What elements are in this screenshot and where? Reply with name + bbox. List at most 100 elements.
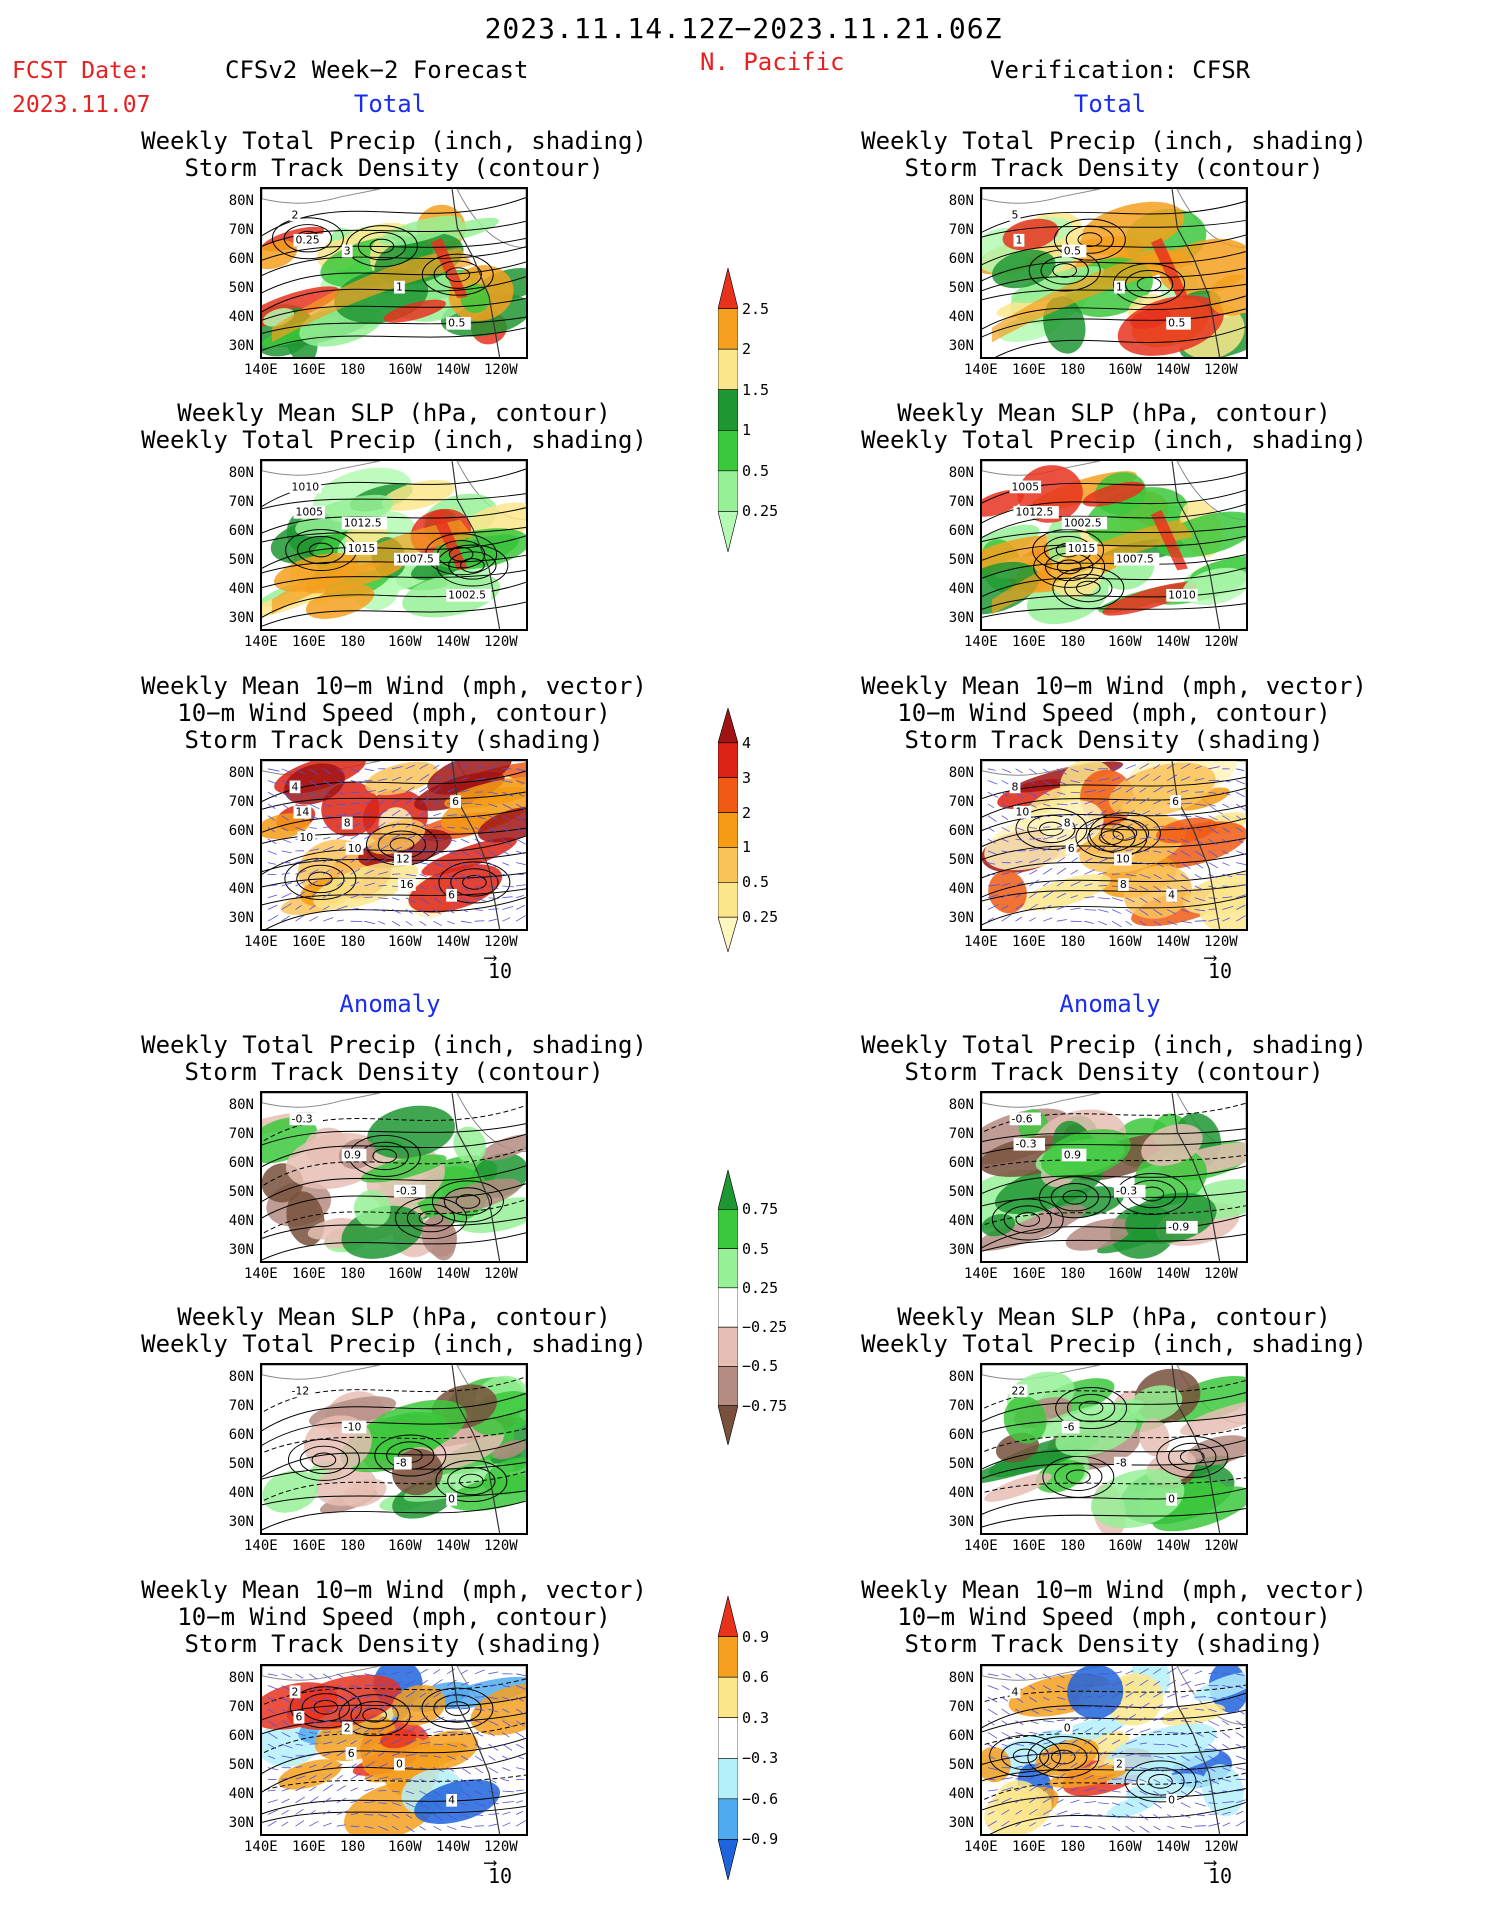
contour-label: 1012.5 — [344, 516, 382, 529]
contour-label: 0 — [1168, 1794, 1175, 1807]
panel-title-left-5-line-2: Weekly Total Precip (inch, shading) — [141, 1330, 647, 1358]
map-plot-right-total-2: 1005 1002.5 1007.5 1010 1012.5 1015 — [982, 461, 1246, 629]
colorbar-segment — [718, 1636, 738, 1678]
colorbar-segment — [718, 1326, 738, 1367]
vector-reference-arrow-icon: ⟶ — [1205, 947, 1216, 968]
colorbar-segment — [718, 881, 738, 918]
panel-title-left-6-line-1: Weekly Mean 10−m Wind (mph, vector) — [141, 1576, 647, 1604]
lat-tick-label: 70N — [228, 794, 254, 810]
panel-title-left-3-line-2: 10−m Wind Speed (mph, contour) — [177, 699, 611, 727]
lon-tick-label: 140E — [964, 634, 998, 650]
lon-tick-label: 160W — [1108, 362, 1142, 378]
panel-title-right-6-line-3: Storm Track Density (shading) — [904, 1630, 1324, 1658]
lat-tick-label: 80N — [228, 1369, 254, 1385]
contour-label: 8 — [1012, 780, 1019, 793]
lon-tick-label: 140E — [964, 934, 998, 950]
map-panel-left-anom-2: -12 -10 -8 0 — [260, 1363, 528, 1535]
contour-label: 0 — [396, 1758, 403, 1771]
lon-tick-label: 140W — [1156, 362, 1190, 378]
contour-label: 10 — [348, 842, 362, 855]
map-plot-left-total-1: 2 3 1 0.5 0.25 — [262, 189, 526, 357]
lat-tick-label: 50N — [228, 1184, 254, 1200]
colorbar-precip_total — [718, 268, 738, 552]
panel-title-left-3-line-1: Weekly Mean 10−m Wind (mph, vector) — [141, 672, 647, 700]
contour-label: 1012.5 — [1015, 506, 1053, 519]
colorbar-tick-label: 0.5 — [742, 873, 770, 892]
contour-label: -8 — [396, 1457, 407, 1470]
lon-tick-label: 180 — [1060, 1266, 1086, 1282]
colorbar-segment — [718, 1170, 738, 1210]
verification-column-title: Verification: CFSR — [990, 56, 1251, 84]
colorbar-segment — [718, 511, 738, 552]
colorbar-segment — [718, 742, 738, 779]
contour-label: -0.3 — [292, 1112, 313, 1125]
contour-label: -0.3 — [396, 1185, 417, 1198]
colorbar-tick-label: 1.5 — [742, 380, 770, 399]
contour-label: 0.5 — [1168, 317, 1185, 330]
contour-label: 2 — [292, 208, 299, 221]
contour-label: 1 — [1015, 234, 1022, 247]
fcst-date-value: 2023.11.07 — [12, 92, 151, 118]
forecast-column-title: CFSv2 Week−2 Forecast — [225, 56, 529, 84]
map-plot-right-anom-1: -0.6 0.9 -0.3 -0.9 -0.3 — [982, 1093, 1246, 1261]
lon-tick-label: 160E — [1012, 934, 1046, 950]
lat-tick-label: 60N — [228, 523, 254, 539]
contour-label: 6 — [452, 795, 459, 808]
lon-tick-label: 160W — [388, 934, 422, 950]
map-panel-right-total-1: 5 0.5 1 0.5 1 — [980, 187, 1248, 359]
panel-title-left-1-line-1: Weekly Total Precip (inch, shading) — [141, 127, 647, 155]
lon-tick-label: 120W — [1204, 1538, 1238, 1554]
lat-tick-label: 80N — [948, 765, 974, 781]
map-plot-right-total-3: 8 8 10 4 10 6 8 6 — [982, 761, 1246, 929]
lat-tick-label: 60N — [228, 823, 254, 839]
panel-title-right-2-line-2: Weekly Total Precip (inch, shading) — [861, 426, 1367, 454]
colorbar-segment — [718, 1366, 738, 1407]
colorbar-tick-label: −0.75 — [742, 1396, 788, 1415]
panel-title-right-1-line-2: Storm Track Density (contour) — [904, 154, 1324, 182]
vector-reference-arrow-icon: ⟶ — [485, 947, 496, 968]
lat-tick-label: 80N — [228, 765, 254, 781]
contour-label: 8 — [1064, 816, 1071, 829]
map-panel-left-total-3: 4 8 12 6 14 10 16 6 10 — [260, 759, 528, 931]
map-panel-right-total-2: 1005 1002.5 1007.5 1010 1012.5 1015 — [980, 459, 1248, 631]
panel-title-right-2-line-1: Weekly Mean SLP (hPa, contour) — [897, 399, 1331, 427]
contour-label: 0 — [1064, 1721, 1071, 1734]
lat-tick-label: 70N — [948, 222, 974, 238]
lon-tick-label: 140W — [436, 934, 470, 950]
contour-label: 0 — [448, 1493, 455, 1506]
panel-title-right-3-line-2: 10−m Wind Speed (mph, contour) — [897, 699, 1331, 727]
lat-tick-label: 30N — [228, 338, 254, 354]
lon-tick-label: 140E — [244, 934, 278, 950]
contour-label: 14 — [295, 806, 309, 819]
map-plot-left-total-2: 1010 1012.5 1007.5 1002.5 1005 1015 — [262, 461, 526, 629]
lat-tick-label: 60N — [228, 1728, 254, 1744]
lat-tick-label: 30N — [948, 1815, 974, 1831]
lon-tick-label: 180 — [340, 634, 366, 650]
contour-label: 1005 — [1012, 480, 1040, 493]
lon-tick-label: 120W — [484, 1538, 518, 1554]
lat-tick-label: 50N — [948, 852, 974, 868]
lat-tick-label: 80N — [228, 193, 254, 209]
lat-tick-label: 50N — [228, 280, 254, 296]
lat-tick-label: 30N — [948, 338, 974, 354]
contour-label: 0.9 — [1064, 1148, 1081, 1161]
contour-label: 2 — [344, 1721, 351, 1734]
colorbar-tick-label: 0.75 — [742, 1200, 779, 1219]
lat-tick-label: 70N — [948, 494, 974, 510]
map-panel-right-anom-2: 22 -6 -8 0 — [980, 1363, 1248, 1535]
colorbar-segment — [718, 1798, 738, 1840]
time-range-title: 2023.11.14.12Z−2023.11.21.06Z — [484, 12, 1003, 45]
colorbar-tick-label: 0.5 — [742, 1239, 770, 1258]
region-label: N. Pacific — [700, 48, 845, 76]
lon-tick-label: 120W — [484, 634, 518, 650]
contour-label: 0.5 — [448, 317, 465, 330]
lat-tick-label: 30N — [228, 1514, 254, 1530]
contour-label: -8 — [1116, 1457, 1127, 1470]
lon-tick-label: 140W — [1156, 634, 1190, 650]
colorbar-tick-label: 4 — [742, 733, 752, 752]
vector-reference-label: 10 — [488, 959, 513, 983]
colorbar-tick-label: 3 — [742, 768, 752, 787]
colorbar-tick-label: −0.9 — [742, 1830, 779, 1849]
colorbar-segment — [718, 1208, 738, 1249]
vector-reference-label: 10 — [1208, 1864, 1233, 1888]
